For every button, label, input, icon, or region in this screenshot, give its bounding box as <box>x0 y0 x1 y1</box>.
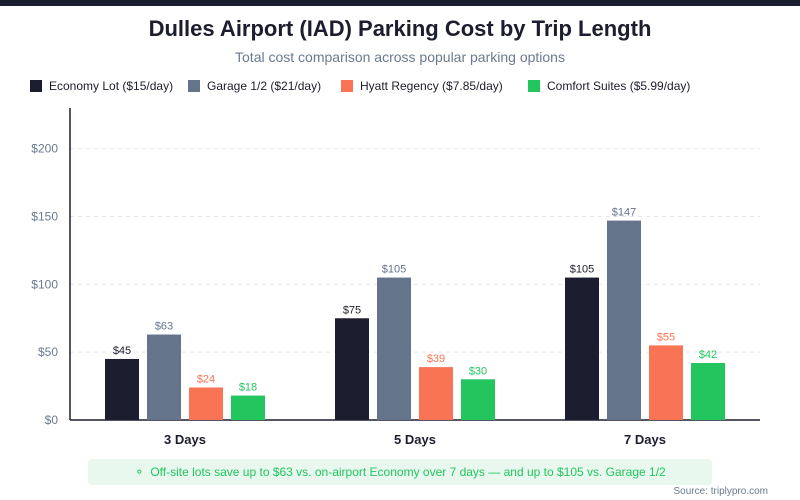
bar <box>419 367 453 420</box>
bar <box>377 277 411 420</box>
bar-chart: $0 $50 $100 $150 $200 $45 $63 $24 $18 3 Days $75 $1… <box>31 108 760 447</box>
data-label: $45 <box>113 345 131 357</box>
bar <box>231 395 265 420</box>
bar <box>105 358 139 420</box>
data-label: $105 <box>570 264 594 276</box>
legend-label: Garage 1/2 ($21/day) <box>207 79 322 93</box>
data-label: $75 <box>343 304 361 316</box>
x-tick-label: 7 Days <box>624 432 666 447</box>
bar <box>565 277 599 420</box>
bar <box>147 334 181 420</box>
legend-item: Comfort Suites ($5.99/day) <box>528 79 690 93</box>
data-label: $42 <box>699 349 717 361</box>
data-label: $39 <box>427 353 445 365</box>
chart-legend: Economy Lot ($15/day) Garage 1/2 ($21/day… <box>30 79 790 95</box>
legend-item: Economy Lot ($15/day) <box>30 79 173 93</box>
legend-label: Economy Lot ($15/day) <box>49 79 174 93</box>
bar <box>691 363 725 420</box>
legend-swatch <box>528 80 540 92</box>
chart-subtitle: Total cost comparison across popular par… <box>235 49 565 65</box>
data-label: $105 <box>382 264 406 276</box>
y-tick-label: $0 <box>45 413 59 427</box>
bar <box>461 379 495 420</box>
chart-title: Dulles Airport (IAD) Parking Cost by Tri… <box>148 16 652 41</box>
data-label: $18 <box>239 382 257 394</box>
y-tick-label: $200 <box>31 142 58 156</box>
bar <box>649 345 683 420</box>
legend-item: Hyatt Regency ($7.85/day) <box>341 79 503 93</box>
bar <box>335 318 369 420</box>
data-label: $63 <box>155 321 173 333</box>
legend-label: Comfort Suites ($5.99/day) <box>547 79 691 93</box>
x-tick-label: 3 Days <box>164 432 206 447</box>
savings-callout: ⚬ Off-site lots save up to $63 vs. on-ai… <box>88 459 712 485</box>
data-label: $55 <box>657 331 675 343</box>
y-tick-label: $100 <box>31 277 58 291</box>
x-tick-label: 5 Days <box>394 432 436 447</box>
bar <box>189 387 223 420</box>
legend-item: Garage 1/2 ($21/day) <box>188 79 321 93</box>
legend-swatch <box>188 80 200 92</box>
data-label: $30 <box>469 365 487 377</box>
legend-swatch <box>30 80 42 92</box>
lightbulb-icon: ⚬ <box>134 465 145 479</box>
top-accent-bar <box>0 0 800 6</box>
y-tick-label: $150 <box>31 210 58 224</box>
y-tick-label: $50 <box>38 345 58 359</box>
legend-label: Hyatt Regency ($7.85/day) <box>360 79 503 93</box>
data-label: $24 <box>197 373 215 385</box>
bar <box>607 220 641 420</box>
data-label: $147 <box>612 207 636 219</box>
legend-swatch <box>341 80 353 92</box>
callout-text: Off-site lots save up to $63 vs. on-airp… <box>150 465 666 479</box>
source-credit: Source: triplypro.com <box>673 486 768 497</box>
